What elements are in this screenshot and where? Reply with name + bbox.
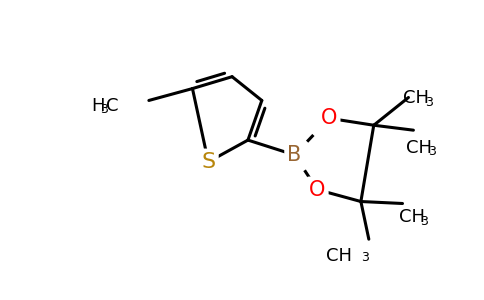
Text: O: O [321,108,337,128]
Text: C: C [106,98,119,116]
Text: CH: CH [326,247,352,265]
Text: O: O [309,180,325,200]
Text: 3: 3 [425,96,433,109]
Text: CH: CH [407,139,433,157]
Text: CH: CH [404,89,429,107]
Text: 3: 3 [100,103,108,116]
Text: H: H [91,98,105,116]
Text: 3: 3 [428,146,436,158]
Text: 3: 3 [420,215,428,228]
Text: S: S [201,152,215,172]
Text: B: B [287,145,302,165]
Text: CH: CH [398,208,424,226]
Text: 3: 3 [361,251,369,264]
